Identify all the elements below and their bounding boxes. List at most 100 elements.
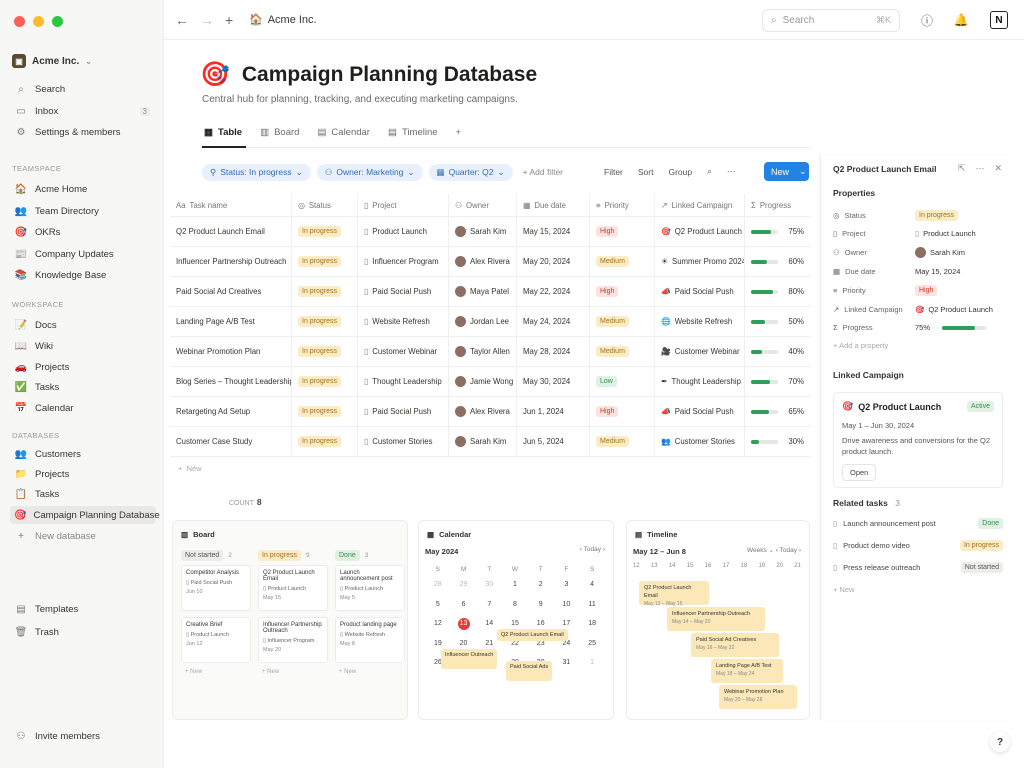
cell-priority[interactable]: High	[590, 397, 655, 426]
calendar-day[interactable]: 1	[513, 581, 517, 589]
zoom-window-button[interactable]	[52, 16, 63, 27]
cell-task-name[interactable]: Retargeting Ad Setup	[170, 397, 292, 426]
open-button[interactable]: Open	[842, 464, 877, 481]
search-input[interactable]: ⌕ Search ⌘K	[762, 9, 900, 32]
table-row[interactable]: Webinar Promotion Plan In progress ▯ Custom…	[170, 337, 810, 367]
sidebar-item-trash[interactable]: 🗑 Trash	[10, 623, 156, 641]
cell-linked-campaign[interactable]: ✒ Thought Leadership	[655, 367, 745, 396]
calendar-day[interactable]: 11	[588, 600, 596, 608]
cell-linked-campaign[interactable]: 👥 Customer Stories	[655, 427, 745, 456]
calendar-day[interactable]: 13	[451, 614, 477, 634]
board-card[interactable]: Q2 Product Launch Email ▯ Product Launch M…	[258, 565, 328, 611]
cell-project[interactable]: ▯ Thought Leadership	[358, 367, 449, 396]
cell-due-date[interactable]: May 28, 2024	[517, 337, 590, 366]
related-task[interactable]: ▯ Product demo video In progress	[833, 535, 1003, 555]
new-page-plus-icon[interactable]: +	[225, 12, 234, 28]
group-button[interactable]: Group	[668, 166, 693, 177]
cell-priority[interactable]: Medium	[590, 427, 655, 456]
search-icon[interactable]: ⌕	[707, 166, 712, 176]
calendar-day[interactable]: 24	[562, 639, 571, 647]
close-icon[interactable]: ✕	[994, 163, 1002, 173]
column-header-status[interactable]: ◎ Status	[292, 194, 358, 216]
calendar-day[interactable]: 28	[433, 581, 442, 589]
calendar-day[interactable]: 2	[538, 581, 543, 589]
cell-owner[interactable]: Maya Patel	[449, 277, 517, 306]
calendar-day[interactable]: 7	[487, 600, 492, 608]
column-header-priority[interactable]: ≡ Priority	[590, 194, 655, 216]
cell-priority[interactable]: Low	[590, 367, 655, 396]
column-header-task-name[interactable]: Aa Task name	[170, 194, 292, 216]
cell-project[interactable]: ▯ Paid Social Push	[358, 277, 449, 306]
bell-icon[interactable]: 🔔	[953, 13, 969, 27]
cell-task-name[interactable]: Landing Page A/B Test	[170, 307, 292, 336]
cell-due-date[interactable]: May 15, 2024	[517, 217, 590, 246]
calendar-event[interactable]: Paid Social Ads	[506, 661, 553, 681]
invite-members-button[interactable]: ⚇ Invite members	[10, 727, 156, 745]
tab-board[interactable]: ▥ Board	[260, 127, 299, 138]
table-row[interactable]: Paid Social Ad Creatives In progress ▯ Paid…	[170, 277, 810, 307]
column-header-project[interactable]: ▯ Project	[358, 194, 449, 216]
cell-linked-campaign[interactable]: 📣 Paid Social Push	[655, 277, 745, 306]
sidebar-item-projects[interactable]: 🚗 Projects	[10, 358, 156, 376]
sidebar-item-db-projects[interactable]: 📁 Projects	[10, 465, 156, 483]
cell-status[interactable]: In progress	[292, 307, 358, 336]
calendar-event[interactable]: Influencer Outreach	[441, 649, 498, 669]
cell-task-name[interactable]: Customer Case Study	[170, 427, 292, 456]
calendar-day[interactable]: 6	[461, 600, 466, 608]
timeline-bar[interactable]: Influencer Partnership Outreach May 14 – …	[667, 607, 765, 631]
cell-linked-campaign[interactable]: ☀ Summer Promo 2024	[655, 247, 745, 276]
help-circle-icon[interactable]: ⓘ	[920, 13, 933, 28]
app-logo-icon[interactable]: N	[990, 11, 1008, 29]
timeline-bar[interactable]: Landing Page A/B Test May 18 – May 24	[711, 659, 783, 683]
property-row[interactable]: ▯ Project ▯ Product Launch	[833, 226, 1003, 242]
board-card[interactable]: Creative Brief ▯ Product Launch Jun 12	[181, 617, 251, 663]
sidebar-item-wiki[interactable]: 📖 Wiki	[10, 337, 156, 355]
sidebar-item-customers[interactable]: 👥 Customers	[10, 445, 156, 463]
cell-owner[interactable]: Alex Rivera	[449, 397, 517, 426]
property-row[interactable]: Σ Progress 75%	[833, 320, 1003, 336]
cell-due-date[interactable]: May 22, 2024	[517, 277, 590, 306]
sidebar-item-docs[interactable]: 📝 Docs	[10, 316, 156, 334]
add-card-button[interactable]: + New	[262, 669, 280, 675]
cell-project[interactable]: ▯ Website Refresh	[358, 307, 449, 336]
board-card[interactable]: Competitor Analysis ▯ Paid Social Push Jun…	[181, 565, 251, 611]
cell-task-name[interactable]: Blog Series – Thought Leadership	[170, 367, 292, 396]
cell-project[interactable]: ▯ Product Launch	[358, 217, 449, 246]
help-button[interactable]: ?	[990, 732, 1010, 752]
cell-priority[interactable]: Medium	[590, 307, 655, 336]
filter-button[interactable]: Filter	[604, 166, 623, 177]
timeline-bar[interactable]: Q2 Product Launch Email May 12 – May 15	[639, 581, 709, 607]
more-options-icon[interactable]: ⋯	[726, 166, 736, 176]
calendar-day[interactable]: 12	[433, 620, 442, 628]
property-row[interactable]: ⚇ Owner Sarah Kim	[833, 245, 1003, 261]
calendar-day[interactable]: 17	[562, 620, 571, 628]
sidebar-item-team-directory[interactable]: 👥 Team Directory	[10, 202, 156, 220]
table-row[interactable]: Landing Page A/B Test In progress ▯ Website…	[170, 307, 810, 337]
filter-chip-owner[interactable]: ⚇ Owner: Marketing ⌄	[316, 163, 423, 181]
calendar-day[interactable]: 15	[511, 620, 519, 628]
calendar-event[interactable]: Q2 Product Launch Email	[497, 629, 568, 641]
board-card[interactable]: Influencer Partnership Outreach ▯ Influen…	[258, 617, 328, 663]
column-header-linked-campaign[interactable]: ↗ Linked Campaign	[655, 194, 745, 216]
cell-task-name[interactable]: Webinar Promotion Plan	[170, 337, 292, 366]
tab-calendar[interactable]: ▤ Calendar	[317, 127, 370, 138]
calendar-day[interactable]: 9	[538, 600, 543, 608]
calendar-day[interactable]: 30	[485, 581, 494, 589]
cell-project[interactable]: ▯ Influencer Program	[358, 247, 449, 276]
calendar-day[interactable]: 19	[433, 639, 442, 647]
open-external-icon[interactable]: ⇱	[957, 163, 966, 173]
table-row[interactable]: Q2 Product Launch Email In progress ▯ Produ…	[170, 217, 810, 247]
sort-button[interactable]: Sort	[637, 166, 654, 177]
cell-owner[interactable]: Jordan Lee	[449, 307, 517, 336]
sidebar-item-acme-home[interactable]: 🏠 Acme Home	[10, 180, 156, 198]
timeline-nav[interactable]: Weeks ⌄ ‹ Today ›	[746, 547, 801, 554]
calendar-nav[interactable]: ‹ Today ›	[579, 546, 605, 553]
related-task[interactable]: ▯ Press release outreach Not started	[833, 557, 1003, 577]
calendar-day[interactable]: 8	[513, 600, 517, 608]
minimize-window-button[interactable]	[33, 16, 44, 27]
cell-linked-campaign[interactable]: 📣 Paid Social Push	[655, 397, 745, 426]
cell-owner[interactable]: Jamie Wong	[449, 367, 517, 396]
add-row-button[interactable]: + New	[178, 463, 202, 473]
column-header-owner[interactable]: ⚇ Owner	[449, 194, 517, 216]
cell-owner[interactable]: Alex Rivera	[449, 247, 517, 276]
